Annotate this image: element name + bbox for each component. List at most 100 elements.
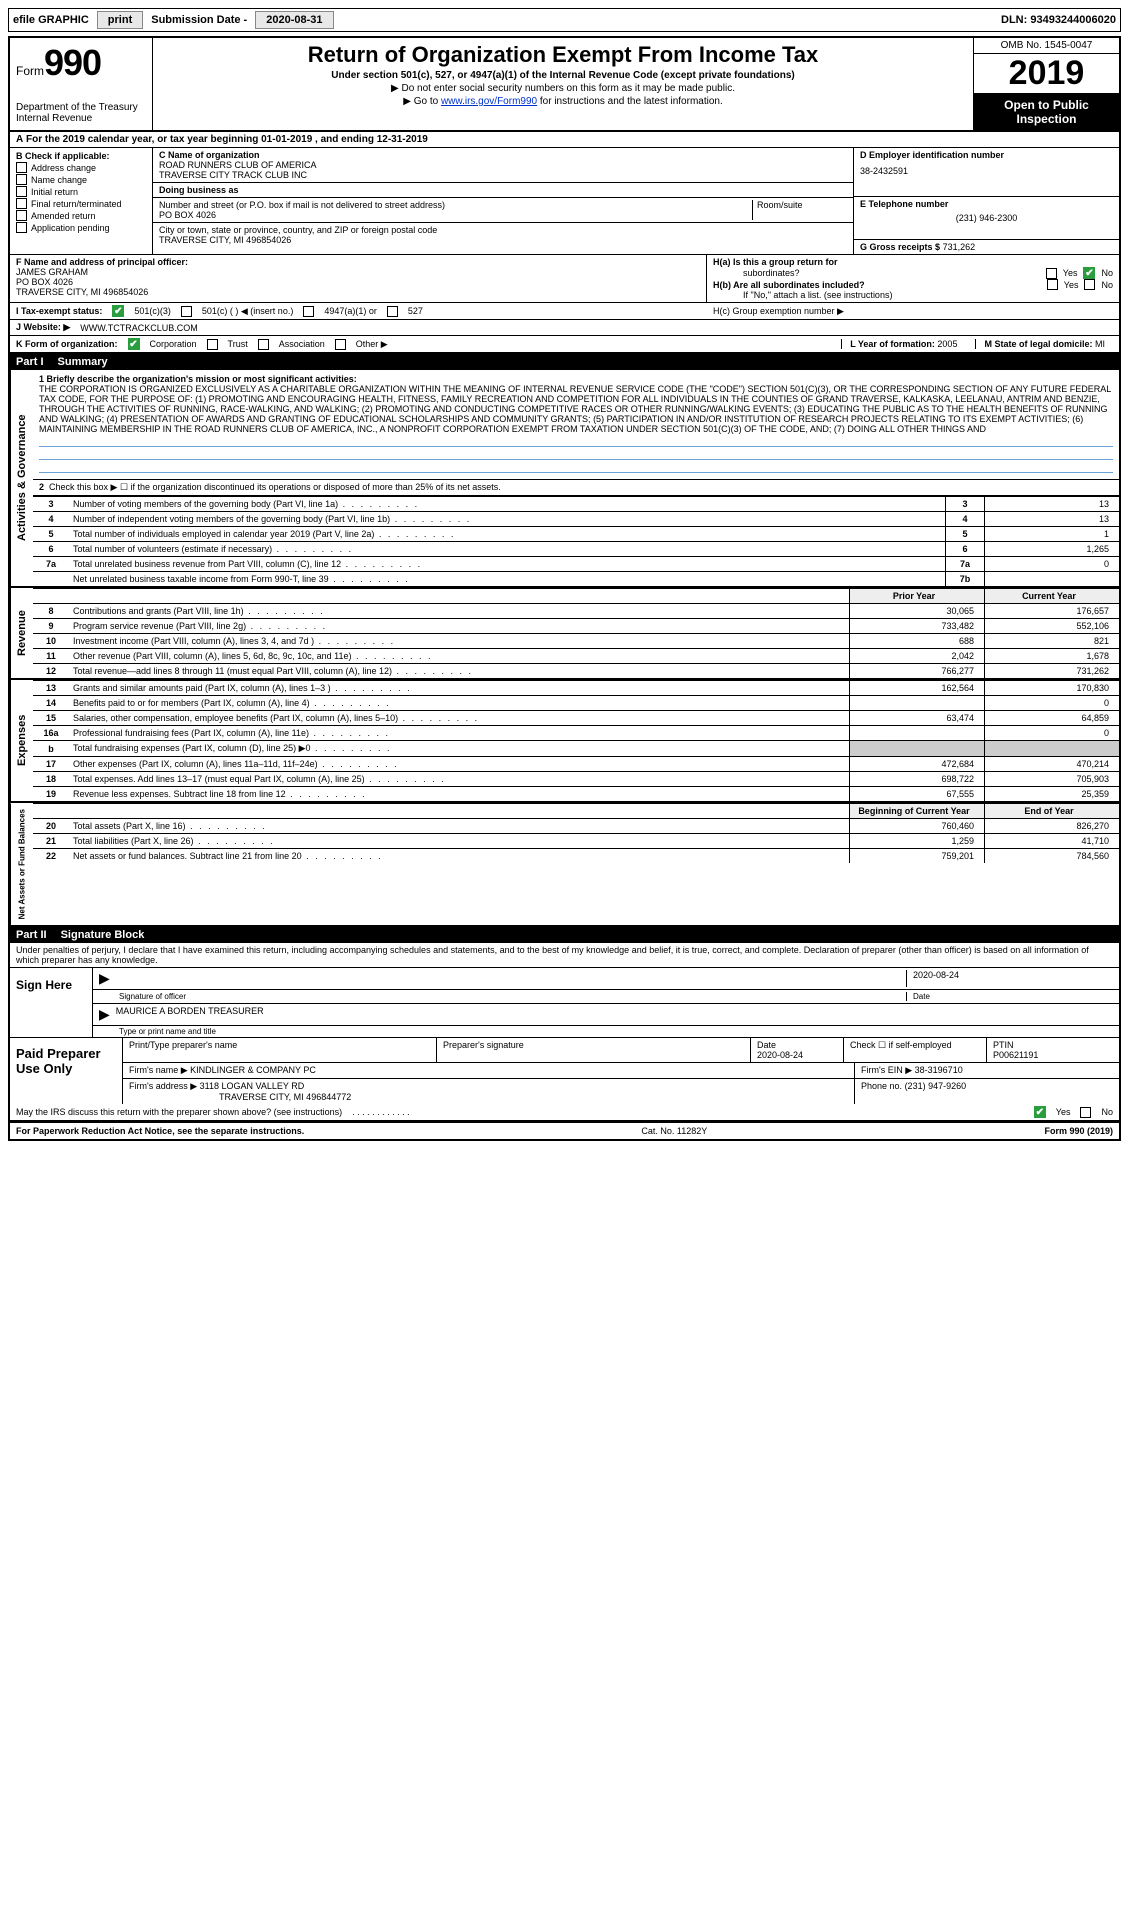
form-note-1: ▶ Do not enter social security numbers o… [159, 83, 967, 94]
chk-address-change[interactable]: Address change [16, 162, 146, 173]
k-corp-checked[interactable]: ✔ [128, 338, 140, 350]
phone-value: (231) 946-2300 [860, 213, 1113, 223]
hb-no[interactable] [1084, 279, 1095, 290]
table-row: 16aProfessional fundraising fees (Part I… [33, 726, 1119, 741]
table-row: 19Revenue less expenses. Subtract line 1… [33, 787, 1119, 802]
table-row: 7aTotal unrelated business revenue from … [33, 557, 1119, 572]
discuss-no[interactable] [1080, 1107, 1091, 1118]
part-1-header: Part ISummary [10, 354, 1119, 370]
i-527[interactable] [387, 306, 398, 317]
table-row: 8Contributions and grants (Part VIII, li… [33, 604, 1119, 619]
form-footer: For Paperwork Reduction Act Notice, see … [10, 1122, 1119, 1139]
paid-preparer-block: Paid Preparer Use Only Print/Type prepar… [10, 1037, 1119, 1104]
table-row: 20Total assets (Part X, line 16)760,4608… [33, 819, 1119, 834]
line-1-mission: 1 Briefly describe the organization's mi… [33, 370, 1119, 480]
section-j: J Website: ▶ WWW.TCTRACKCLUB.COM [10, 320, 1119, 336]
j-label: J Website: ▶ [16, 322, 70, 333]
ha-label: H(a) Is this a group return for [713, 257, 838, 267]
city-label: City or town, state or province, country… [159, 225, 847, 235]
org-address: PO BOX 4026 [159, 210, 752, 220]
form-ref: Form 990 (2019) [1044, 1126, 1113, 1136]
gross-receipts-value: 731,262 [943, 242, 976, 252]
i-501c[interactable] [181, 306, 192, 317]
table-row: 5Total number of individuals employed in… [33, 527, 1119, 542]
open-to-public: Open to PublicInspection [974, 94, 1119, 130]
ptin-value: P00621191 [993, 1050, 1113, 1060]
header-right: OMB No. 1545-0047 2019 Open to PublicIns… [973, 38, 1119, 130]
officer-addr2: TRAVERSE CITY, MI 496854026 [16, 287, 700, 297]
header-center: Return of Organization Exempt From Incom… [153, 38, 973, 130]
chk-application-pending[interactable]: Application pending [16, 222, 146, 233]
paid-preparer-label: Paid Preparer Use Only [10, 1038, 123, 1104]
chk-amended-return[interactable]: Amended return [16, 210, 146, 221]
website-value: WWW.TCTRACKCLUB.COM [80, 323, 198, 333]
prep-sig-label: Preparer's signature [437, 1038, 751, 1062]
hb-note: If "No," attach a list. (see instruction… [713, 290, 1113, 300]
chk-final-return[interactable]: Final return/terminated [16, 198, 146, 209]
sig-date-label: Date [906, 992, 1113, 1001]
part1-expenses: Expenses 13Grants and similar amounts pa… [10, 680, 1119, 803]
table-row: 6Total number of volunteers (estimate if… [33, 542, 1119, 557]
print-button[interactable]: print [97, 11, 143, 29]
sig-date: 2020-08-24 [913, 970, 959, 980]
table-row: Net unrelated business taxable income fr… [33, 572, 1119, 587]
hc-label: H(c) Group exemption number ▶ [713, 306, 1113, 317]
chk-initial-return[interactable]: Initial return [16, 186, 146, 197]
form-note-2: ▶ Go to www.irs.gov/Form990 for instruct… [159, 96, 967, 107]
gross-receipts-label: G Gross receipts $ [860, 242, 940, 252]
k-other[interactable] [335, 339, 346, 350]
state-domicile: MI [1095, 339, 1105, 349]
sign-here-label: Sign Here [10, 968, 93, 1037]
tax-period: A For the 2019 calendar year, or tax yea… [10, 132, 1119, 148]
form-number: 990 [44, 42, 101, 83]
prep-self-employed[interactable]: Check ☐ if self-employed [844, 1038, 987, 1062]
catalog-number: Cat. No. 11282Y [304, 1126, 1044, 1136]
i-501c3-checked[interactable]: ✔ [112, 305, 124, 317]
table-row: 11Other revenue (Part VIII, column (A), … [33, 649, 1119, 664]
hb-label: H(b) Are all subordinates included? [713, 280, 865, 290]
part1-revenue: Revenue Prior YearCurrent Year 8Contribu… [10, 588, 1119, 680]
ha-yes[interactable] [1046, 268, 1057, 279]
firm-addr1: 3118 LOGAN VALLEY RD [200, 1081, 305, 1091]
table-row: 12Total revenue—add lines 8 through 11 (… [33, 664, 1119, 679]
side-activities: Activities & Governance [10, 370, 33, 586]
irs-link[interactable]: www.irs.gov/Form990 [441, 96, 537, 107]
dln: DLN: 93493244006020 [1001, 14, 1116, 26]
section-fh: F Name and address of principal officer:… [10, 255, 1119, 303]
officer-label: F Name and address of principal officer: [16, 257, 700, 267]
phone-label: E Telephone number [860, 199, 1113, 209]
i-4947[interactable] [303, 306, 314, 317]
dept-treasury: Department of the Treasury [16, 102, 146, 113]
tax-year: 2019 [974, 54, 1119, 94]
k-trust[interactable] [207, 339, 218, 350]
table-row: 10Investment income (Part VIII, column (… [33, 634, 1119, 649]
org-city: TRAVERSE CITY, MI 496854026 [159, 235, 847, 245]
section-h: H(a) Is this a group return for subordin… [706, 255, 1119, 302]
arrow-icon: ▶ [99, 1006, 110, 1023]
i-label: I Tax-exempt status: [16, 306, 102, 316]
ein-label: D Employer identification number [860, 150, 1113, 160]
line-2: 2 Check this box ▶ ☐ if the organization… [33, 480, 1119, 496]
submission-date-label: Submission Date - [151, 14, 247, 26]
discuss-yes-checked[interactable]: ✔ [1034, 1106, 1046, 1118]
firm-addr2: TRAVERSE CITY, MI 496844772 [129, 1092, 848, 1102]
k-assoc[interactable] [258, 339, 269, 350]
table-netassets: Beginning of Current YearEnd of Year 20T… [33, 803, 1119, 863]
ha-no-checked[interactable]: ✔ [1083, 267, 1095, 279]
section-klm: K Form of organization: ✔Corporation Tru… [10, 336, 1119, 354]
table-activities: 3Number of voting members of the governi… [33, 496, 1119, 586]
table-row: 18Total expenses. Add lines 13–17 (must … [33, 772, 1119, 787]
section-bcd: B Check if applicable: Address change Na… [10, 148, 1119, 255]
hb-yes[interactable] [1047, 279, 1058, 290]
part-2-header: Part IISignature Block [10, 927, 1119, 943]
dba-label: Doing business as [159, 185, 239, 195]
table-row: 14Benefits paid to or for members (Part … [33, 696, 1119, 711]
submission-date-value: 2020-08-31 [255, 11, 333, 29]
section-f: F Name and address of principal officer:… [10, 255, 706, 302]
part1-activities: Activities & Governance 1 Briefly descri… [10, 370, 1119, 588]
form-header: Form990 Department of the Treasury Inter… [10, 38, 1119, 132]
side-expenses: Expenses [10, 680, 33, 801]
year-formation: 2005 [937, 339, 957, 349]
chk-name-change[interactable]: Name change [16, 174, 146, 185]
ha-sub: subordinates? [713, 268, 1040, 278]
